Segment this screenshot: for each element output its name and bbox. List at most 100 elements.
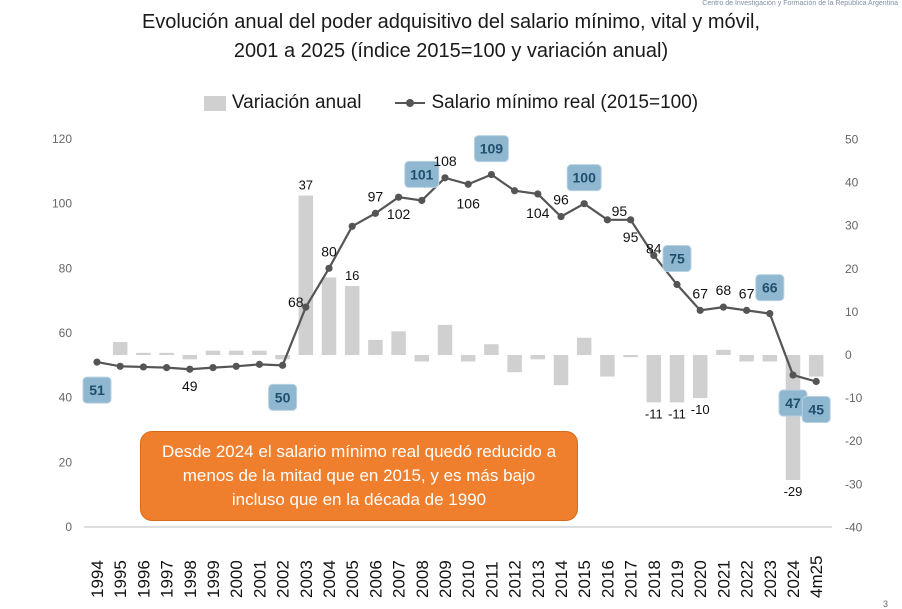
- salario-point: [418, 196, 426, 205]
- point-data-label: 95: [612, 203, 628, 219]
- x-tick-label: 2003: [297, 560, 316, 598]
- salario-point: [719, 303, 728, 311]
- salario-point: [348, 222, 356, 230]
- variation-bar: [762, 355, 778, 362]
- highlight-label-box: [268, 383, 298, 411]
- legend-item-variacion: Variación anual: [203, 92, 362, 114]
- salario-point: [696, 306, 704, 314]
- bar-data-label: 16: [345, 268, 359, 283]
- x-tick-label: 2015: [575, 560, 594, 598]
- point-data-label: 68: [716, 282, 732, 298]
- x-tick-label: 2018: [645, 560, 664, 598]
- variation-bar: [414, 355, 430, 362]
- x-tick-label: 2017: [622, 560, 641, 598]
- highlight-label-text: 51: [89, 382, 105, 398]
- x-tick-label: 2010: [459, 560, 478, 598]
- chart-title-line-2: 2001 a 2025 (índice 2015=100 y variación…: [233, 40, 669, 62]
- bar-data-label: -10: [691, 402, 710, 417]
- variation-bar: [553, 355, 569, 386]
- y-left-tick-label: 20: [59, 455, 73, 469]
- x-tick-label: 1999: [204, 560, 223, 598]
- salario-point: [232, 362, 240, 370]
- point-data-label: 106: [457, 195, 481, 211]
- highlight-label-text: 75: [669, 251, 685, 267]
- variation-bar: [344, 286, 360, 355]
- y-left-tick-label: 80: [59, 261, 73, 275]
- salario-point: [441, 174, 449, 182]
- y-right-tick-label: 0: [845, 348, 852, 362]
- salario-point: [93, 358, 101, 366]
- y-right-tick-label: 40: [845, 176, 859, 190]
- bar-data-label: -11: [645, 406, 663, 421]
- bar-data-label: -29: [784, 484, 803, 499]
- x-tick-label: 1995: [111, 560, 130, 598]
- variation-bar: [437, 324, 453, 355]
- point-data-label: 95: [623, 229, 639, 245]
- highlight-label-text: 47: [785, 395, 801, 411]
- highlight-label-text: 100: [573, 170, 597, 186]
- x-tick-label: 4m25: [807, 555, 826, 598]
- callout-box: Desde 2024 el salario mínimo real quedó …: [140, 431, 578, 521]
- highlight-label-box: [755, 274, 785, 302]
- x-tick-label: 2020: [691, 560, 710, 598]
- variation-bar: [205, 350, 221, 355]
- page-number: 3: [882, 599, 888, 609]
- x-tick-label: 2009: [436, 560, 455, 598]
- x-tick-label: 2013: [529, 560, 548, 598]
- salario-point: [255, 360, 263, 368]
- salario-point: [580, 200, 588, 208]
- x-tick-label: 2005: [343, 560, 362, 598]
- salario-point: [302, 303, 310, 311]
- highlight-label-box: [473, 135, 509, 163]
- legend-item-salario: Salario mínimo real (2015=100): [395, 92, 698, 114]
- y-right-tick-label: 20: [845, 262, 859, 276]
- salario-point: [116, 362, 124, 370]
- y-left-tick-label: 100: [52, 197, 72, 211]
- point-data-label: 104: [526, 205, 550, 221]
- salario-point: [627, 216, 635, 224]
- variation-bar: [159, 352, 174, 355]
- x-tick-label: 2021: [714, 560, 733, 598]
- x-tick-label: 2002: [274, 560, 293, 598]
- x-tick-label: 1996: [134, 560, 153, 598]
- highlight-label-box: [566, 164, 602, 192]
- variation-bar: [484, 344, 499, 355]
- variation-bar: [298, 195, 314, 355]
- salario-point: [209, 363, 217, 372]
- salario-point: [279, 361, 287, 369]
- x-tick-label: 2024: [784, 560, 803, 598]
- variation-bar: [623, 355, 638, 358]
- x-tick-label: 1998: [181, 560, 200, 598]
- y-right-tick-label: -20: [845, 434, 863, 448]
- legend-label-variacion: Variación anual: [231, 92, 362, 113]
- x-tick-label: 2006: [366, 560, 385, 598]
- salario-point: [371, 209, 379, 217]
- y-left-tick-label: 0: [65, 520, 72, 534]
- variation-bar: [808, 355, 824, 377]
- legend-label-salario: Salario mínimo real (2015=100): [431, 92, 699, 113]
- callout-text: Desde 2024 el salario mínimo real quedó …: [161, 442, 557, 509]
- variation-bar: [112, 342, 128, 355]
- variation-bar: [368, 339, 383, 355]
- variation-bar: [669, 355, 685, 403]
- x-tick-label: 2022: [738, 560, 757, 598]
- x-tick-label: 2008: [413, 560, 432, 598]
- chart-title-line-1: Evolución anual del poder adquisitivo de…: [141, 11, 761, 33]
- legend-bar-swatch: [203, 95, 226, 111]
- y-left-tick-label: 40: [59, 391, 73, 405]
- point-data-label: 80: [321, 243, 337, 259]
- x-tick-label: 2012: [506, 560, 525, 598]
- y-left-tick-label: 60: [59, 326, 73, 340]
- variation-bar: [391, 331, 406, 355]
- salario-point: [325, 264, 333, 272]
- salario-line: [96, 173, 817, 383]
- salario-point: [812, 377, 820, 386]
- salario-point: [510, 187, 519, 195]
- point-data-label: 84: [646, 240, 662, 256]
- legend-line-swatch: [395, 97, 426, 109]
- highlight-label-text: 101: [410, 166, 434, 182]
- highlight-label-text: 45: [808, 402, 824, 418]
- point-data-label: 102: [387, 206, 411, 222]
- salario-point: [766, 310, 774, 318]
- salario-point: [395, 193, 403, 201]
